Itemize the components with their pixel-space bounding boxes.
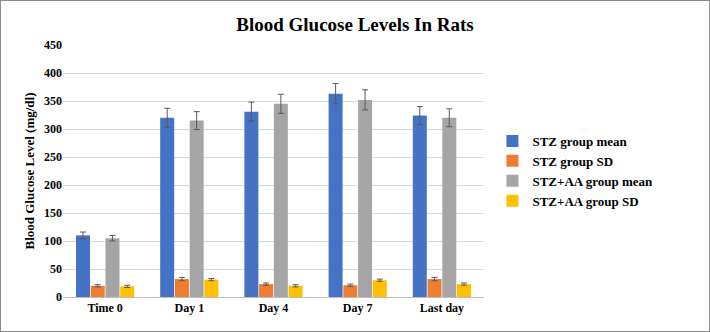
svg-text:STZ+AA group mean: STZ+AA group mean [532,174,653,189]
svg-text:0: 0 [56,290,62,304]
svg-text:STZ+AA group SD: STZ+AA group SD [532,194,638,209]
svg-text:Day 4: Day 4 [259,301,289,315]
svg-text:250: 250 [44,150,62,164]
svg-text:50: 50 [50,262,62,276]
svg-text:STZ group mean: STZ group mean [532,134,627,149]
svg-text:Day 7: Day 7 [343,301,373,315]
svg-text:400: 400 [44,66,62,80]
svg-text:450: 450 [44,38,62,52]
svg-text:Blood Glucose Levels In Rats: Blood Glucose Levels In Rats [236,14,474,35]
svg-text:Last day: Last day [420,301,464,315]
svg-text:100: 100 [44,234,62,248]
svg-text:300: 300 [44,122,62,136]
svg-text:Day 1: Day 1 [174,301,204,315]
svg-text:STZ group SD: STZ group SD [532,154,613,169]
svg-text:350: 350 [44,94,62,108]
svg-text:Blood Glucose Level (mg/dl): Blood Glucose Level (mg/dl) [22,92,37,249]
svg-text:150: 150 [44,206,62,220]
svg-text:200: 200 [44,178,62,192]
svg-text:Time 0: Time 0 [87,301,122,315]
